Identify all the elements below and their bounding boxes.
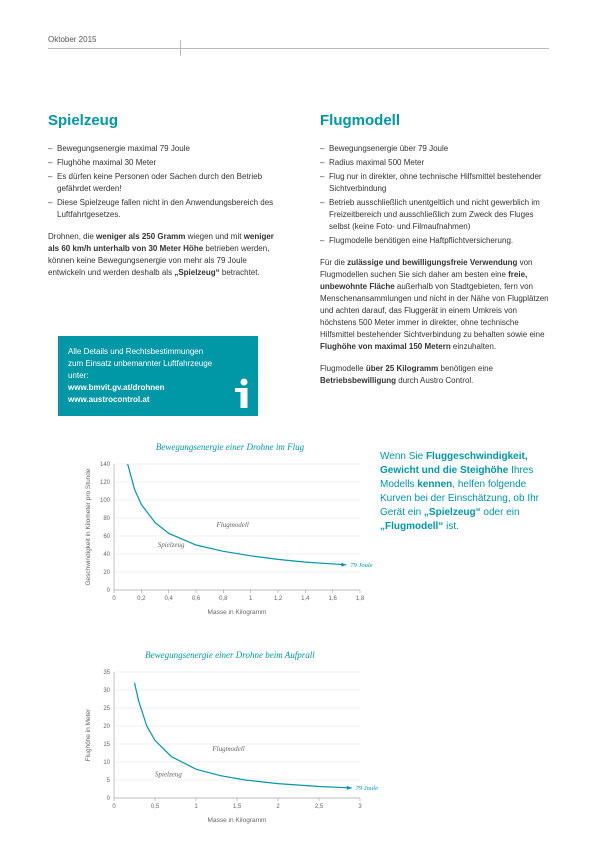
flugmodell-title: Flugmodell [320, 112, 550, 129]
svg-text:35: 35 [103, 670, 110, 676]
bullet-item: Es dürfen keine Personen oder Sachen dur… [48, 171, 278, 195]
svg-text:Geschwindigkeit in Kilometer p: Geschwindigkeit in Kilometer pro Stunde [85, 468, 92, 585]
bullet-item: Betrieb ausschließlich unentgeltlich und… [320, 197, 550, 233]
svg-text:2: 2 [276, 804, 280, 810]
svg-text:0: 0 [112, 596, 116, 602]
chart-1-wrap: Bewegungsenergie einer Drohne im Flug 0 2… [80, 442, 380, 623]
svg-text:1,2: 1,2 [274, 596, 283, 602]
header-date: Oktober 2015 [48, 35, 96, 44]
header-rule [48, 48, 549, 49]
svg-text:1,8: 1,8 [356, 596, 365, 602]
flugmodell-bullets: Bewegungsenergie über 79 Joule Radius max… [320, 143, 550, 247]
callout-link-1[interactable]: www.bmvit.gv.at/drohnen [68, 382, 218, 394]
side-explainer: Wenn Sie Fluggeschwindigkeit, Gewicht un… [380, 450, 545, 534]
svg-text:Masse in Kilogramm: Masse in Kilogramm [208, 817, 267, 824]
svg-text:1,6: 1,6 [328, 596, 337, 602]
svg-text:100: 100 [100, 498, 111, 504]
spielzeug-bullets: Bewegungsenergie maximal 79 Joule Flughöh… [48, 143, 278, 221]
svg-text:3: 3 [358, 804, 362, 810]
chart-2-title: Bewegungsenergie einer Drohne beim Aufpr… [80, 650, 380, 660]
svg-text:40: 40 [103, 552, 110, 558]
svg-text:0,5: 0,5 [151, 804, 160, 810]
svg-text:0: 0 [107, 588, 111, 594]
bullet-item: Bewegungsenergie maximal 79 Joule [48, 143, 278, 155]
svg-text:20: 20 [103, 724, 110, 730]
svg-text:1: 1 [249, 596, 253, 602]
svg-text:1: 1 [194, 804, 198, 810]
spielzeug-paragraph: Drohnen, die weniger als 250 Gramm wiege… [48, 231, 278, 279]
chart-1: 0 20 40 60 80 100 120 140 0 0,2 0,4 0,6 0,8 1 1,2 1,4 1,… [80, 458, 380, 618]
svg-text:79 Joule: 79 Joule [350, 562, 372, 569]
bullet-item: Flughöhe maximal 30 Meter [48, 157, 278, 169]
bullet-item: Flug nur in direkter, ohne technische Hi… [320, 171, 550, 195]
info-icon [230, 378, 248, 408]
chart-1-title: Bewegungsenergie einer Drohne im Flug [80, 442, 380, 452]
flugmodell-paragraph-1: Für die zulässige und bewilligungsfreie … [320, 257, 550, 353]
info-callout: Alle Details und Rechtsbestimmungen zum … [58, 336, 258, 416]
bullet-item: Diese Spielzeuge fallen nicht in den Anw… [48, 197, 278, 221]
svg-text:60: 60 [103, 534, 110, 540]
svg-text:0,8: 0,8 [219, 596, 228, 602]
svg-text:1,5: 1,5 [233, 804, 242, 810]
spielzeug-title: Spielzeug [48, 112, 278, 129]
callout-text: Alle Details und Rechtsbestimmungen zum … [68, 346, 218, 382]
svg-text:0: 0 [107, 796, 111, 802]
svg-text:0: 0 [112, 804, 116, 810]
svg-text:120: 120 [100, 480, 111, 486]
svg-text:Flugmodell: Flugmodell [216, 521, 249, 529]
svg-text:Masse in Kilogramm: Masse in Kilogramm [208, 609, 267, 616]
svg-text:Flughöhe in Meter: Flughöhe in Meter [85, 708, 92, 761]
svg-text:1,4: 1,4 [301, 596, 310, 602]
svg-text:0,2: 0,2 [137, 596, 146, 602]
svg-text:79 Joule: 79 Joule [356, 785, 378, 792]
svg-text:20: 20 [103, 570, 110, 576]
flugmodell-paragraph-2: Flugmodelle über 25 Kilogramm benötigen … [320, 363, 550, 387]
svg-text:30: 30 [103, 688, 110, 694]
chart-2-wrap: Bewegungsenergie einer Drohne beim Aufpr… [80, 650, 380, 831]
svg-text:15: 15 [103, 742, 110, 748]
bullet-item: Bewegungsenergie über 79 Joule [320, 143, 550, 155]
svg-text:0,4: 0,4 [164, 596, 173, 602]
svg-text:Spielzeug: Spielzeug [158, 541, 185, 549]
right-column: Flugmodell Bewegungsenergie über 79 Joul… [320, 112, 550, 397]
callout-link-2[interactable]: www.austrocontrol.at [68, 394, 218, 406]
svg-text:5: 5 [107, 778, 111, 784]
svg-text:Spielzeug: Spielzeug [155, 770, 182, 778]
svg-text:0,6: 0,6 [192, 596, 201, 602]
svg-text:10: 10 [103, 760, 110, 766]
bullet-item: Flugmodelle benötigen eine Haftpflichtve… [320, 235, 550, 247]
bullet-item: Radius maximal 500 Meter [320, 157, 550, 169]
svg-text:Flugmodell: Flugmodell [211, 745, 244, 753]
header-tick [180, 40, 181, 56]
svg-text:2,5: 2,5 [315, 804, 324, 810]
left-column: Spielzeug Bewegungsenergie maximal 79 Jo… [48, 112, 278, 289]
svg-text:80: 80 [103, 516, 110, 522]
chart-2: 0 5 10 15 20 25 30 35 0 0,5 1 1,5 2 2,5 3 Spielzeug Flug… [80, 666, 380, 826]
svg-text:25: 25 [103, 706, 110, 712]
svg-text:140: 140 [100, 462, 111, 468]
